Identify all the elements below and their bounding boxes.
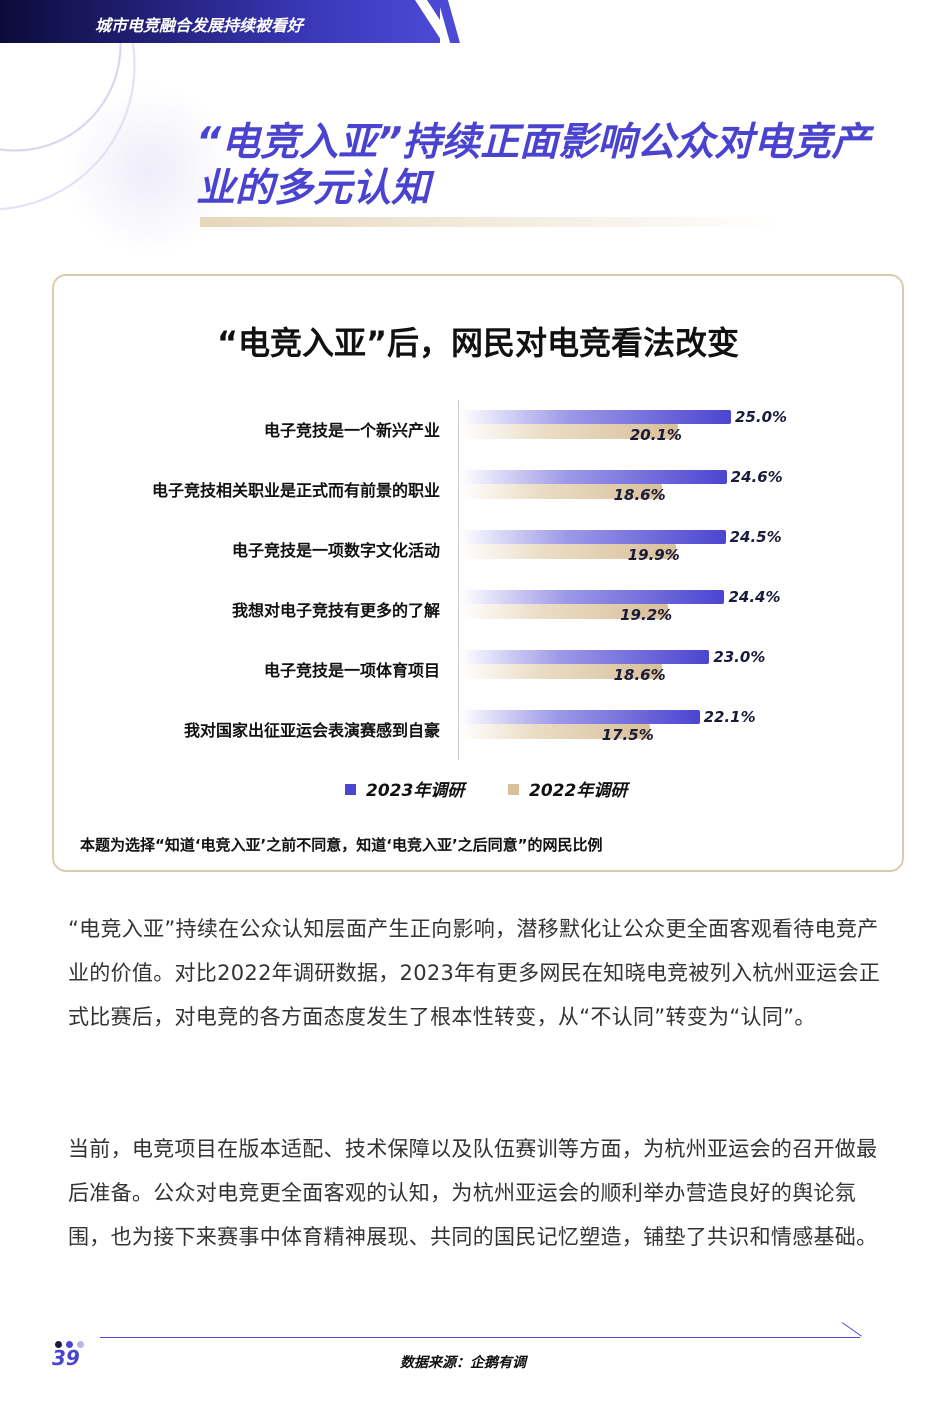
bar-2022 (460, 484, 662, 499)
category-label: 我对国家出征亚运会表演赛感到自豪 (183, 721, 440, 740)
page-number: 39 (52, 1346, 80, 1370)
bar-2023 (460, 650, 710, 664)
legend-2023: 2023年调研 (345, 776, 464, 801)
legend-label: 2023年调研 (366, 781, 465, 801)
data-label: 24.5% (729, 528, 782, 546)
bar-2022 (460, 664, 662, 679)
data-label: 22.1% (703, 708, 756, 726)
data-label: 17.5% (601, 726, 654, 744)
chart-card (52, 274, 904, 872)
section-header-bar (0, 0, 440, 43)
bar-2022 (460, 604, 669, 619)
bar-2023 (460, 710, 700, 724)
category-label: 电子竞技是一项体育项目 (263, 661, 440, 680)
data-label: 19.9% (627, 546, 680, 564)
data-label: 23.0% (713, 648, 766, 666)
data-source: 数据来源：企鹅有调 (400, 1355, 526, 1371)
chart-title: “电竞入亚”后，网民对电竞看法改变 (216, 324, 740, 362)
data-label: 18.6% (613, 486, 666, 504)
data-label: 18.6% (613, 666, 666, 684)
legend-2022: 2022年调研 (508, 776, 627, 801)
legend-swatch (508, 784, 519, 795)
category-label: 我想对电子竞技有更多的了解 (231, 601, 440, 620)
bar-2023 (460, 470, 727, 484)
data-label: 24.6% (730, 468, 783, 486)
data-label: 20.1% (629, 426, 682, 444)
legend-label: 2022年调研 (529, 781, 628, 801)
bar-2023 (460, 410, 731, 424)
legend-swatch (345, 784, 356, 795)
bar-2022 (460, 724, 650, 739)
title-underline (200, 217, 780, 227)
bar-2022 (460, 544, 676, 559)
chart-note: 本题为选择“知道‘电竞入亚’之前不同意，知道‘电竞入亚’之后同意”的网民比例 (80, 836, 603, 854)
bar-2022 (460, 424, 678, 439)
data-label: 19.2% (620, 606, 673, 624)
decor-dots (55, 1333, 88, 1352)
decor-rings (0, 0, 300, 260)
page-title: “电竞入亚”持续正面影响公众对电竞产业的多元认知 (196, 120, 871, 211)
data-label: 25.0% (735, 408, 788, 426)
body-paragraph: 当前，电竞项目在版本适配、技术保障以及队伍赛训等方面，为杭州亚运会的召开做最后准… (68, 1137, 878, 1249)
category-label: 电子竞技是一个新兴产业 (263, 421, 440, 440)
category-label: 电子竞技是一项数字文化活动 (231, 541, 440, 560)
category-label: 电子竞技相关职业是正式而有前景的职业 (151, 481, 440, 500)
bar-2023 (460, 530, 726, 544)
body-paragraph: “电竞入亚”持续在公众认知层面产生正向影响，潜移默化让公众更全面客观看待电竞产业… (68, 917, 881, 1029)
chart-axis (458, 400, 459, 760)
section-title: 城市电竞融合发展持续被看好 (95, 16, 304, 35)
bar-2023 (460, 590, 725, 604)
footer-line (100, 1337, 860, 1338)
footer-line-end (841, 1322, 862, 1337)
data-label: 24.4% (728, 588, 781, 606)
